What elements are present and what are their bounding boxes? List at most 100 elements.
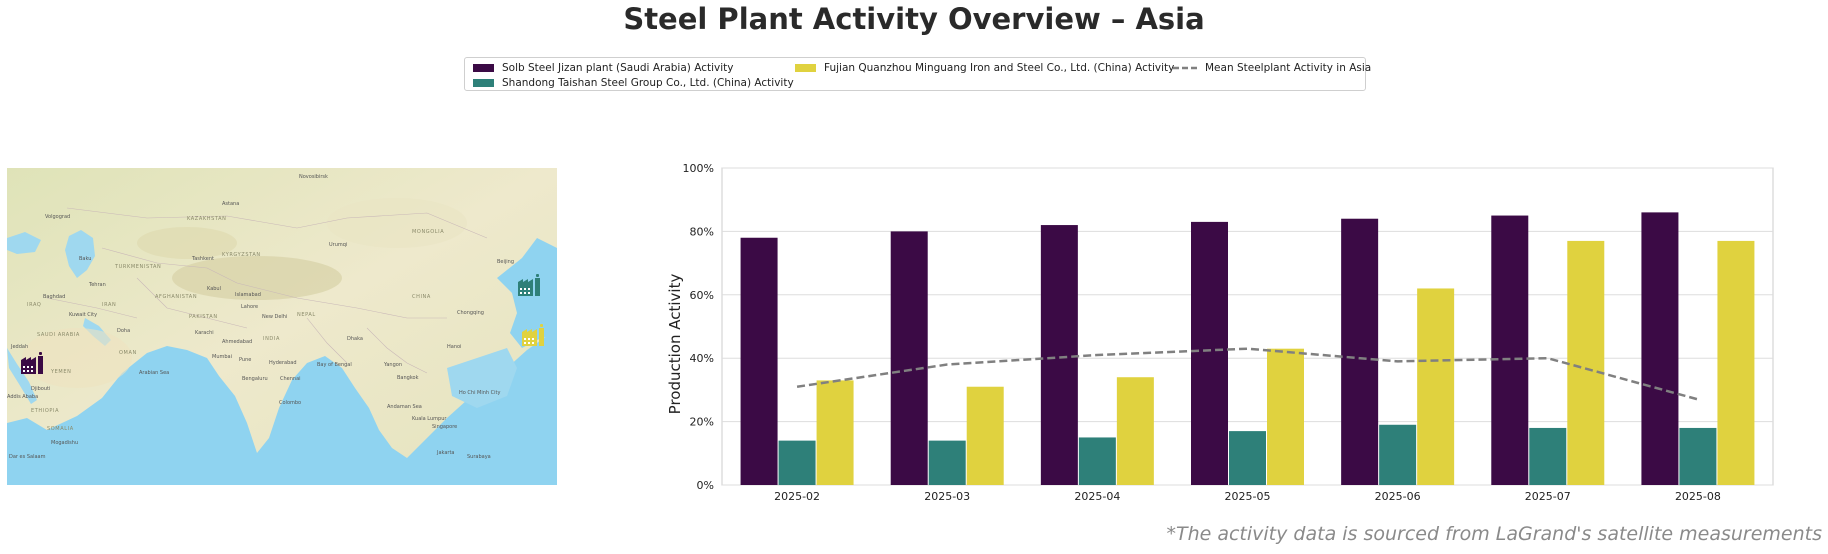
bar-shandong (1078, 437, 1116, 485)
y-tick-label: 80% (690, 225, 714, 238)
map-label-turkmenistan: TURKMENISTAN (114, 264, 161, 270)
legend-swatch-mean (1173, 66, 1197, 70)
map-label-dar-es-salaam: Dar es Salaam (9, 454, 46, 460)
map-label-afghanistan: AFGHANISTAN (155, 294, 197, 300)
map-label-chongqing: Chongqing (457, 310, 484, 316)
legend-item-shandong: Shandong Taishan Steel Group Co., Ltd. (… (473, 76, 794, 90)
bar-shandong (778, 440, 816, 485)
map-label-singapore: Singapore (432, 424, 457, 430)
bar-shandong (928, 440, 966, 485)
map-label-beijing: Beijing (497, 259, 514, 265)
map-label-doha: Doha (117, 328, 130, 334)
bar-solb (1341, 218, 1379, 485)
marker-solb-steel-jizan (21, 352, 43, 374)
mongolia-shading (327, 198, 467, 248)
caspian-sea (65, 230, 95, 278)
bar-solb (1491, 215, 1529, 486)
map-label-urumqi: Urumqi (329, 242, 347, 248)
bar-solb (1641, 212, 1679, 485)
mean-line (796, 347, 1699, 401)
country-borders (46, 207, 488, 374)
map-label-ho-chi-minh-city: Ho Chi Minh City (459, 390, 501, 396)
map-label-kazakhstan: KAZAKHSTAN (187, 216, 227, 222)
factory-icon (21, 352, 43, 374)
map-label-hyderabad: Hyderabad (269, 360, 297, 366)
map-label-baghdad: Baghdad (43, 294, 65, 300)
map-label-bangkok: Bangkok (397, 375, 419, 381)
bar-fujian (966, 386, 1004, 485)
map-label-jeddah: Jeddah (10, 344, 28, 350)
arabia-shading (22, 328, 132, 388)
x-tick-label: 2025-08 (1675, 490, 1721, 503)
x-tick-label: 2025-07 (1525, 490, 1571, 503)
legend-label-solb: Solb Steel Jizan plant (Saudi Arabia) Ac… (502, 62, 734, 74)
bar-shandong (1679, 427, 1717, 485)
black-sea (7, 232, 41, 254)
chart-axes: 0% 20% 40% 60% 80% 100% 2025-02 2025-03 2025-04 2… (683, 162, 1721, 503)
legend-swatch-solb (473, 64, 494, 72)
map-label-oman: OMAN (119, 350, 137, 356)
map-svg: Novosibirsk Volgograd Astana KAZAKHSTAN … (7, 168, 557, 485)
chart-title: Steel Plant Activity Overview – Asia (623, 2, 1205, 36)
bar-fujian (816, 380, 854, 485)
map-labels: Novosibirsk Volgograd Astana KAZAKHSTAN … (7, 174, 514, 460)
map-label-kyrgyzstan: KYRGYZSTAN (222, 252, 261, 258)
map-label-ethiopia: ETHIOPIA (31, 408, 59, 414)
map-label-tashkent: Tashkent (191, 256, 214, 262)
legend-item-solb: Solb Steel Jizan plant (Saudi Arabia) Ac… (473, 61, 733, 75)
map-label-baku: Baku (79, 256, 91, 262)
x-tick-label: 2025-05 (1225, 490, 1271, 503)
indian-ocean (7, 328, 557, 485)
map-label-addis-ababa: Addis Ababa (7, 394, 38, 400)
x-tick-label: 2025-04 (1074, 490, 1120, 503)
chart-mean-line (796, 347, 1699, 401)
map-label-arabian-sea: Arabian Sea (139, 370, 169, 376)
legend-swatch-fujian (795, 64, 816, 72)
bar-fujian (1116, 377, 1154, 485)
map-label-jakarta: Jakarta (436, 450, 455, 456)
legend: Solb Steel Jizan plant (Saudi Arabia) Ac… (464, 57, 1371, 91)
map-label-hanoi: Hanoi (447, 344, 461, 350)
map-label-islamabad: Islamabad (235, 292, 261, 298)
map-label-volgograd: Volgograd (45, 214, 70, 220)
y-tick-label: 100% (683, 162, 714, 175)
bar-solb (1191, 221, 1228, 485)
legend-swatch-shandong (473, 79, 494, 87)
x-tick-label: 2025-03 (924, 490, 970, 503)
map-label-somalia: SOMALIA (47, 426, 74, 432)
map-label-kuwait-city: Kuwait City (69, 312, 97, 318)
legend-label-mean: Mean Steelplant Activity in Asia (1205, 62, 1372, 74)
map-label-mumbai: Mumbai (212, 354, 232, 360)
map-label-djibouti: Djibouti (31, 386, 50, 392)
map-label-kabul: Kabul (207, 286, 221, 292)
map-label-bengaluru: Bengaluru (242, 376, 268, 382)
map-label-china: CHINA (412, 294, 431, 300)
south-china-sea (447, 348, 517, 408)
bar-shandong (1379, 424, 1417, 485)
factory-icon (518, 274, 540, 296)
marker-shandong-taishan (518, 274, 540, 296)
x-tick-label: 2025-06 (1375, 490, 1421, 503)
himalaya-shading (172, 256, 342, 300)
legend-item-mean: Mean Steelplant Activity in Asia (1173, 61, 1371, 75)
chart-bars (740, 212, 1755, 486)
bar-shandong (1529, 427, 1567, 485)
y-axis-title: Production Activity (666, 274, 684, 415)
map-label-colombo: Colombo (279, 400, 301, 406)
bar-solb (740, 237, 778, 485)
map-label-yemen: YEMEN (50, 369, 71, 375)
map-label-surabaya: Surabaya (467, 454, 491, 460)
map-label-novosibirsk: Novosibirsk (299, 174, 328, 180)
legend-label-fujian: Fujian Quanzhou Minguang Iron and Steel … (824, 62, 1175, 74)
map-label-andaman-sea: Andaman Sea (387, 404, 422, 410)
map-label-chennai: Chennai (280, 376, 301, 382)
marker-fujian-quanzhou-minguang (522, 324, 544, 346)
map-label-kuala-lumpur: Kuala Lumpur (412, 416, 447, 422)
map-label-tehran: Tehran (88, 282, 106, 288)
red-sea (7, 348, 37, 404)
asia-map: Novosibirsk Volgograd Astana KAZAKHSTAN … (7, 168, 557, 485)
bar-shandong (1229, 431, 1266, 485)
bar-fujian (1717, 240, 1755, 485)
map-label-bay-of-bengal: Bay of Bengal (317, 362, 352, 368)
